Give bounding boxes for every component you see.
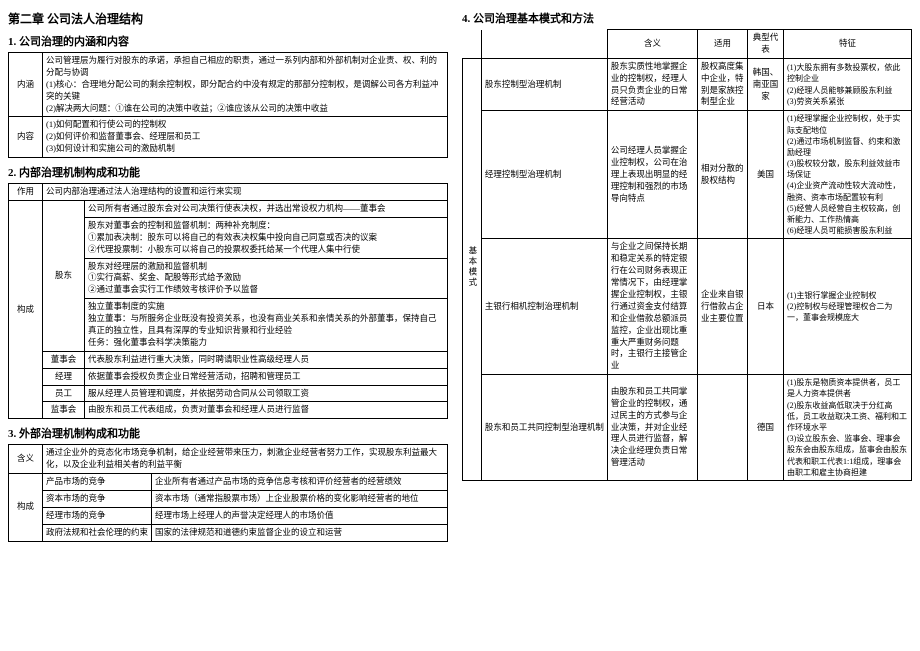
section1-table: 内涵 公司管理层为履行对股东的承诺，承担自己相应的职责，通过一系列内部和外部机制…	[8, 52, 448, 158]
s2-js-t: 由股东和员工代表组成，负责对董事会和经理人员进行监督	[85, 402, 448, 419]
s4-m2-name: 经理控制型治理机制	[481, 111, 607, 239]
s2-gd-b: 股东对董事会的控制和监督机制：两种补充制度： ①累加表决制：股东可以将自己的有效…	[85, 217, 448, 258]
s1-r1-t: 公司管理层为履行对股东的承诺，承担自己相应的职责，通过一系列内部和外部机制对企业…	[43, 53, 448, 117]
s4-m4-app	[698, 375, 748, 481]
section3-title: 3. 外部治理机制构成和功能	[8, 425, 448, 441]
s3-r1-h: 产品市场的竞争	[43, 474, 152, 491]
section3-table: 含义 通过企业外的竞态化市场竞争机制，给企业经营带来压力，刺激企业经营者努力工作…	[8, 444, 448, 541]
s3-hy-h: 含义	[9, 445, 43, 474]
s4-m3-app: 企业来自银行借款占企业主要位置	[698, 239, 748, 375]
s2-r0-t: 公司内部治理通过法人治理结构的设置和运行来实现	[43, 184, 448, 201]
blank1	[463, 30, 482, 59]
s4-m4-def: 由股东和员工共同掌管企业的控制权，通过民主的方式参与企业决策，并对企业经理人员进…	[607, 375, 697, 481]
s2-ds-t: 代表股东利益进行重大决策，同时聘请职业性高级经理人员	[85, 351, 448, 368]
s2-jl-h: 经理	[43, 368, 85, 385]
s4-m1-rep: 韩国、南亚国家	[748, 58, 784, 111]
s4-c2: 适用	[698, 30, 748, 59]
s4-m1-feat: (1)大股东拥有多数投票权，依此控制企业 (2)经理人员能够兼顾股东利益 (3)…	[784, 58, 912, 111]
s4-gh: 基本模式	[463, 58, 482, 480]
s4-m3-name: 主银行相机控制治理机制	[481, 239, 607, 375]
s4-m2-def: 公司经理人员掌握企业控制权，公司在治理上表现出明显的经理控制和强烈的市场导向特点	[607, 111, 697, 239]
s3-r4-h: 政府法规和社会伦理的约束	[43, 524, 152, 541]
s2-yg-h: 员工	[43, 385, 85, 402]
s4-m3-feat: (1)主银行掌握企业控制权 (2)控制权与经理管理权合二为一，董事会规模庞大	[784, 239, 912, 375]
section2-table: 作用 公司内部治理通过法人治理结构的设置和运行来实现 构成 股东 公司所有者通过…	[8, 183, 448, 419]
chapter-title: 第二章 公司法人治理结构	[8, 10, 448, 27]
s1-r2-h: 内容	[9, 117, 43, 158]
s2-gouzhen: 构成	[9, 201, 43, 419]
s4-m3-rep: 日本	[748, 239, 784, 375]
s4-m3-def: 与企业之间保持长期和稳定关系的特定银行在公司财务表现正常情况下，由经理掌握企业控…	[607, 239, 697, 375]
s1-r1-h: 内涵	[9, 53, 43, 117]
s3-r4-t: 国家的法律规范和道德约束监督企业的设立和运营	[152, 524, 448, 541]
s4-m1-app: 股权高度集中企业，特别是家族控制型企业	[698, 58, 748, 111]
s3-r3-h: 经理市场的竞争	[43, 507, 152, 524]
s3-r2-t: 资本市场（通常指股票市场）上企业股票价格的变化影响经营者的地位	[152, 491, 448, 508]
section2-title: 2. 内部治理机制构成和功能	[8, 164, 448, 180]
s1-r2-t: (1)如何配置和行使公司的控制权 (2)如何评价和监督董事会、经理层和员工 (3…	[43, 117, 448, 158]
blank2	[481, 30, 607, 59]
s4-m2-rep: 美国	[748, 111, 784, 239]
s4-m4-rep: 德国	[748, 375, 784, 481]
s3-r3-t: 经理市场上经理人的声誉决定经理人的市场价值	[152, 507, 448, 524]
s3-gh: 构成	[9, 474, 43, 542]
s3-hy-t: 通过企业外的竞态化市场竞争机制，给企业经营带来压力，刺激企业经营者努力工作，实现…	[43, 445, 448, 474]
s3-r2-h: 资本市场的竞争	[43, 491, 152, 508]
s4-c4: 特征	[784, 30, 912, 59]
s2-yg-t: 服从经理人员管理和调度，并依据劳动合同从公司领取工资	[85, 385, 448, 402]
s2-gd-c: 股东对经理层的激励和监督机制 ①实行高薪、奖金、配股等形式给予激励 ②通过董事会…	[85, 258, 448, 299]
s4-m1-def: 股东实质性地掌握企业的控制权，经理人员只负责企业的日常经营活动	[607, 58, 697, 111]
s4-c3: 典型代表	[748, 30, 784, 59]
s4-m2-app: 相对分散的股权结构	[698, 111, 748, 239]
s4-m1-name: 股东控制型治理机制	[481, 58, 607, 111]
s2-gd-a: 公司所有者通过股东会对公司决策行使表决权，并选出常设权力机构——董事会	[85, 201, 448, 218]
s4-m4-name: 股东和员工共同控制型治理机制	[481, 375, 607, 481]
section4-title: 4. 公司治理基本模式和方法	[462, 10, 912, 26]
s4-c1: 含义	[607, 30, 697, 59]
s4-m4-feat: (1)股东是物质资本提供者，员工是人力资本提供者 (2)股东收益高低取决于分红高…	[784, 375, 912, 481]
s2-r0-h: 作用	[9, 184, 43, 201]
section4-table: 含义 适用 典型代表 特征 基本模式 股东控制型治理机制 股东实质性地掌握企业的…	[462, 29, 912, 481]
s2-ds-h: 董事会	[43, 351, 85, 368]
s2-gd-h: 股东	[43, 201, 85, 352]
s2-js-h: 监事会	[43, 402, 85, 419]
section1-title: 1. 公司治理的内涵和内容	[8, 33, 448, 49]
s3-r1-t: 企业所有者通过产品市场的竞争信息考核和评价经营者的经营绩效	[152, 474, 448, 491]
s4-m2-feat: (1)经理掌握企业控制权，处于实际支配地位 (2)通过市场机制监督、约束和激励经…	[784, 111, 912, 239]
s2-gd-d: 独立董事制度的实施 独立董事：与所服务企业既没有投资关系，也没有商业关系和亲情关…	[85, 299, 448, 352]
s2-jl-t: 依据董事会授权负责企业日常经营活动，招聘和管理员工	[85, 368, 448, 385]
